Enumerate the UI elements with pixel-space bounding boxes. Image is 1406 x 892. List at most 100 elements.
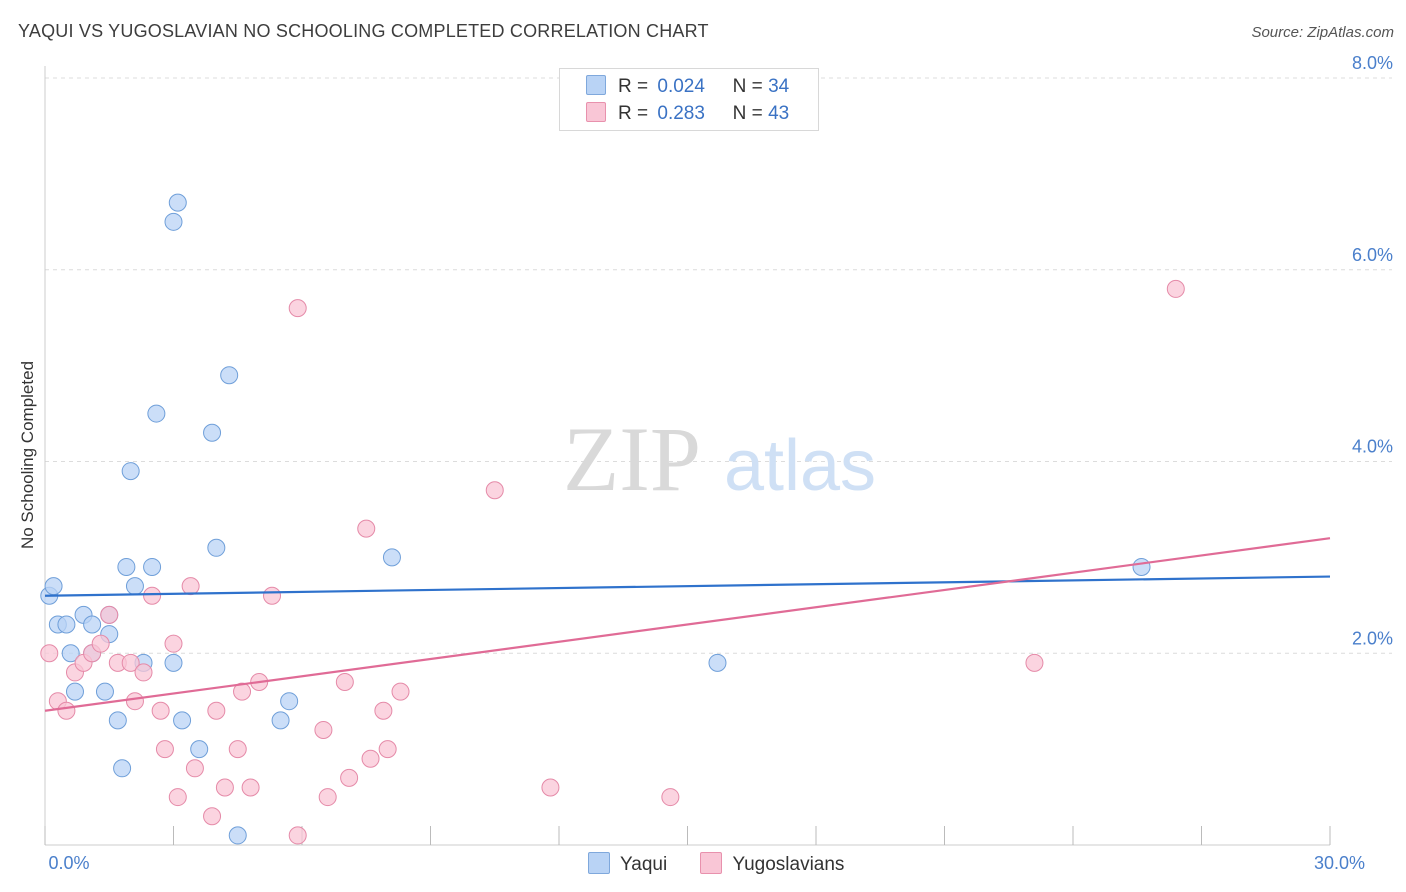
yugoslavian-point (263, 586, 282, 605)
yaqui-point (382, 548, 401, 567)
yaqui-point (228, 826, 247, 845)
chart-title: YAQUI VS YUGOSLAVIAN NO SCHOOLING COMPLE… (18, 21, 709, 41)
legend-swatch-yugoslavians (700, 852, 723, 874)
x-tick-label: 30.0% (1314, 853, 1365, 873)
yaqui-point (83, 615, 102, 634)
yaqui-point (147, 404, 166, 423)
yaqui-point (708, 653, 727, 672)
yugoslavian-trend-line (44, 537, 1331, 712)
yugoslavian-point (121, 653, 140, 672)
legend-n-label: N = (732, 103, 763, 124)
yugoslavian-point (288, 299, 307, 318)
yugoslavian-point (125, 692, 144, 711)
legend-r-value: 0.283 (657, 103, 705, 124)
yugoslavian-point (1025, 653, 1044, 672)
yaqui-point (65, 682, 84, 701)
yugoslavian-point (233, 682, 252, 701)
legend-swatch-yaqui (588, 852, 610, 874)
legend-n-value: 43 (768, 103, 790, 124)
yugoslavian-point (335, 673, 354, 692)
yaqui-point (271, 711, 290, 730)
legend-n-label: N = (732, 76, 763, 97)
yaqui-point (280, 692, 299, 711)
grid-layer (45, 77, 1392, 654)
yaqui-point (203, 423, 222, 442)
yugoslavian-point (181, 577, 200, 596)
yugoslavian-point (185, 759, 204, 778)
yugoslavian-point (374, 701, 393, 720)
legend-row-yugoslavians: R = 0.283 N = 43 (586, 102, 789, 126)
yugoslavian-point (241, 778, 260, 797)
yaqui-point (1132, 557, 1151, 576)
yugoslavian-point (485, 481, 504, 500)
watermark-zip: ZIP (563, 408, 701, 510)
yugoslavian-point (288, 826, 307, 845)
yugoslavian-point (361, 749, 380, 768)
watermark-atlas: atlas (724, 426, 876, 506)
yaqui-point (57, 615, 76, 634)
yugoslavian-point (661, 788, 680, 807)
yugoslavian-point (57, 701, 76, 720)
yugoslavian-point (541, 778, 560, 797)
series-legend: Yaqui Yugoslavians (588, 852, 872, 876)
source-label: Source: ZipAtlas.com (1251, 24, 1394, 41)
yaqui-point (190, 740, 209, 759)
yaqui-point (95, 682, 114, 701)
yaqui-trend-line (44, 575, 1331, 597)
yugoslavian-point (378, 740, 397, 759)
trend-layer (44, 537, 1331, 712)
points-layer (40, 193, 1185, 845)
yugoslavian-point (203, 807, 222, 826)
watermark: ZIP atlas (563, 408, 876, 510)
x-tick-label: 0.0% (48, 853, 89, 873)
legend-swatch-yugoslavians (586, 102, 606, 122)
yugoslavian-point (357, 519, 376, 538)
yugoslavian-point (164, 634, 183, 653)
yugoslavian-point (155, 740, 174, 759)
legend-item-yugoslavians[interactable]: Yugoslavians (700, 852, 844, 876)
yaqui-point (108, 711, 127, 730)
tick-label-layer: 2.0% 4.0% 6.0% 8.0% 0.0% 30.0% (48, 53, 1393, 873)
yugoslavian-point (134, 663, 153, 682)
y-tick-label: 8.0% (1352, 53, 1393, 73)
legend-r-label: R = (618, 103, 649, 124)
yaqui-point (164, 653, 183, 672)
legend-r-value: 0.024 (657, 76, 705, 97)
yaqui-point (143, 557, 162, 576)
yugoslavian-point (215, 778, 234, 797)
yaqui-point (125, 577, 144, 596)
yugoslavian-point (40, 644, 59, 663)
yaqui-point (173, 711, 192, 730)
legend-row-yaqui: R = 0.024 N = 34 (586, 75, 789, 99)
yaqui-point (164, 212, 183, 231)
y-tick-label: 2.0% (1352, 628, 1393, 648)
yaqui-point (207, 538, 226, 557)
stats-legend: R = 0.024 N = 34 R = 0.283 N = 43 (559, 68, 819, 131)
yugoslavian-point (168, 788, 187, 807)
yugoslavian-point (228, 740, 247, 759)
legend-swatch-yaqui (586, 75, 606, 95)
yaqui-point (113, 759, 132, 778)
yaqui-point (117, 557, 136, 576)
legend-r-label: R = (618, 76, 649, 97)
yaqui-point (220, 366, 239, 385)
yaqui-point (168, 193, 187, 212)
legend-label-yaqui: Yaqui (620, 854, 668, 875)
yugoslavian-point (391, 682, 410, 701)
yugoslavian-point (340, 768, 359, 787)
yugoslavian-point (143, 586, 162, 605)
legend-item-yaqui[interactable]: Yaqui (588, 852, 667, 876)
yugoslavian-point (314, 720, 333, 739)
yugoslavian-point (1166, 279, 1185, 298)
yaqui-point (61, 644, 80, 663)
yugoslavian-point (91, 634, 110, 653)
yugoslavian-point (151, 701, 170, 720)
yugoslavian-point (100, 605, 119, 624)
yaqui-point (121, 462, 140, 481)
yugoslavian-point (207, 701, 226, 720)
y-tick-label: 4.0% (1352, 437, 1393, 457)
yaqui-point (44, 577, 63, 596)
legend-label-yugoslavians: Yugoslavians (732, 854, 845, 875)
legend-n-value: 34 (768, 76, 790, 97)
